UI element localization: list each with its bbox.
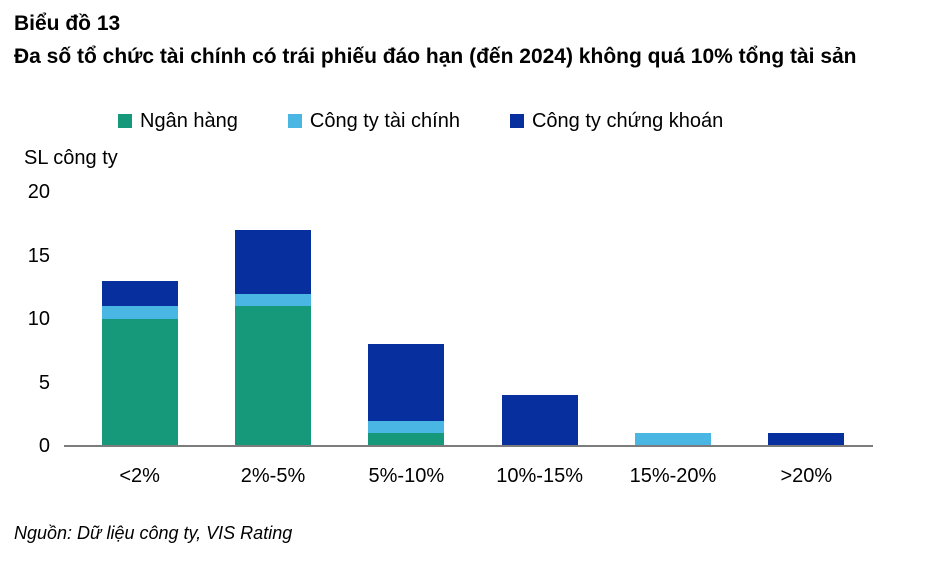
y-tick-label: 10 [27,308,50,330]
stacked-bar [101,280,178,446]
stacked-bar [501,395,578,446]
bar-segment [234,230,311,294]
bar-slot [473,192,606,446]
bar-segment [101,280,178,307]
bar-segment [501,395,578,446]
chart-subtitle: Đa số tổ chức tài chính có trái phiếu đá… [14,45,857,68]
bar-segment [368,433,445,446]
legend-label: Công ty chứng khoán [531,110,724,132]
bar-segment [101,319,178,446]
chart-title: Biểu đồ 13 [14,12,121,35]
legend-swatch-light-blue [287,114,302,128]
x-tick-label: 10%-15% [496,465,583,487]
bar-slot [206,192,339,446]
stacked-bar [368,344,445,446]
legend-item-cong-ty-chung-khoan: Công ty chứng khoán [509,108,724,134]
bar-slot [606,192,739,446]
legend-item-cong-ty-tai-chinh: Công ty tài chính [287,108,460,134]
y-tick-label: 15 [27,244,50,267]
legend-label: Công ty tài chính [309,110,460,132]
x-tick-label: 15%-20% [629,465,717,487]
y-axis-title: SL công ty [24,147,118,169]
y-tick-label: 0 [38,435,50,457]
source-note: Nguồn: Dữ liệu công ty, VIS Rating [14,523,293,543]
plot-area [73,192,873,446]
stacked-bar [234,230,311,446]
x-tick-label: >20% [780,465,833,487]
y-tick-label: 5 [38,371,50,394]
x-axis-line [64,445,873,447]
bar-slot [740,192,873,446]
stacked-bar [768,433,845,446]
legend: Ngân hàng Công ty tài chính Công ty chứn… [118,108,723,134]
legend-swatch-green [118,114,132,128]
bar-segment [368,420,445,434]
bar-slot [73,192,206,446]
bar-segment [768,433,845,446]
y-tick-label: 20 [27,181,50,203]
stacked-bar [634,433,711,446]
x-tick-label: 2%-5% [240,465,306,487]
legend-swatch-dark-blue [509,114,524,128]
bar-segment [634,433,711,446]
x-axis-labels: <2% 2%-5% 5%-10% 10%-15% 15%-20% >20% [73,463,873,489]
x-tick-label: <2% [119,465,160,487]
bar-segment [101,306,178,319]
legend-label: Ngân hàng [140,110,238,132]
bar-segment [234,293,311,307]
legend-item-ngan-hang: Ngân hàng [118,108,238,134]
bar-segment [234,306,311,446]
x-tick-label: 5%-10% [368,465,445,487]
bar-segment [368,344,445,421]
bar-slot [340,192,473,446]
